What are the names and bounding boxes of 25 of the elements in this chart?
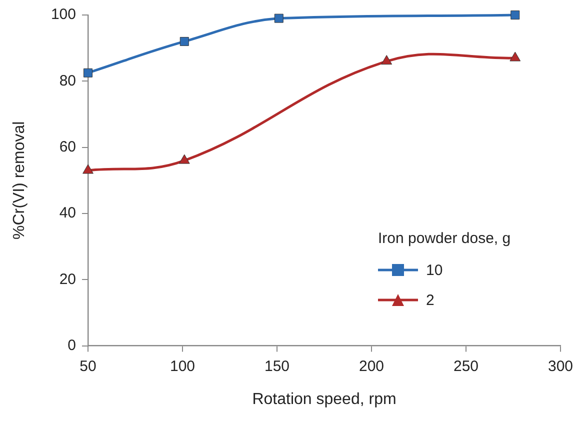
y-tick-label: 20 [59, 270, 76, 288]
point [510, 10, 520, 20]
point [84, 68, 92, 78]
legend-label: 10 [426, 262, 443, 278]
y-tick-label: 0 [68, 336, 76, 354]
y-tick-label: 60 [59, 138, 76, 156]
y-tick-label: 100 [50, 6, 76, 24]
x-tick-label: 100 [170, 358, 196, 375]
x-tick-label: 300 [548, 358, 573, 375]
x-axis-title: Rotation speed, rpm [252, 390, 396, 408]
x-tick-label: 200 [358, 358, 384, 375]
y-tick-label: 40 [59, 204, 76, 222]
x-tick-label: 250 [453, 358, 479, 375]
x-tick-label: 50 [80, 358, 96, 375]
point [381, 55, 392, 65]
point [510, 52, 521, 62]
legend-title: Iron powder dose, g [378, 230, 511, 247]
point [180, 36, 189, 46]
point [274, 14, 284, 23]
y-axis-title: %Cr(VI) removal [11, 121, 28, 240]
x-tick-label: 150 [264, 358, 290, 375]
point [82, 164, 94, 174]
y-tick-label: 80 [59, 72, 76, 90]
legend-label: 2 [426, 292, 434, 308]
point [178, 154, 190, 164]
